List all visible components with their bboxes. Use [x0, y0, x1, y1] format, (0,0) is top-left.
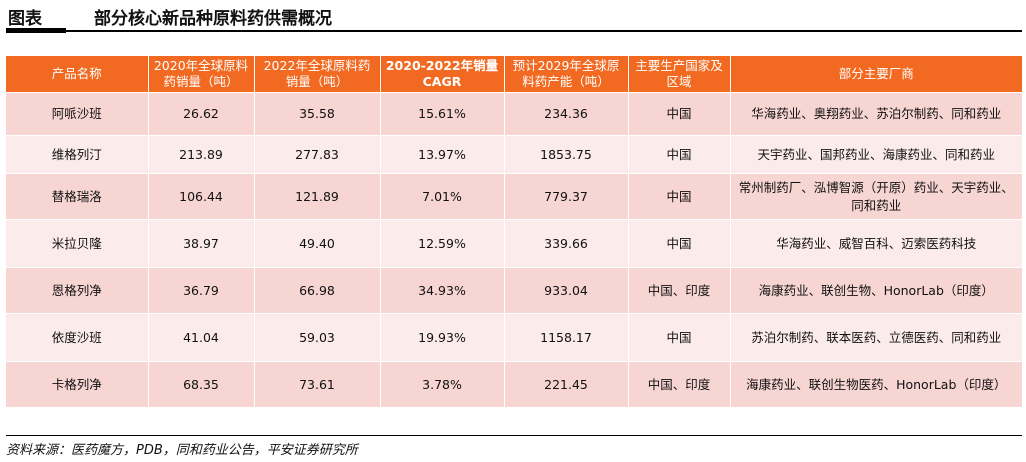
- column-header: 2020年全球原料药销量（吨）: [148, 56, 255, 93]
- product-name-cell: 阿哌沙班: [6, 92, 149, 136]
- table-row: 阿哌沙班 26.62 35.58 15.61% 234.36 中国 华海药业、奥…: [6, 92, 1022, 136]
- figure-label: 图表: [8, 9, 42, 29]
- sales-2022-cell: 121.89: [254, 173, 381, 220]
- capacity-2029-cell: 1853.75: [504, 135, 629, 174]
- column-header: 部分主要厂商: [730, 56, 1022, 93]
- manufacturers-cell: 苏泊尔制药、联本医药、立德医药、同和药业: [730, 313, 1022, 362]
- sales-2020-cell: 213.89: [148, 135, 255, 174]
- cagr-cell: 3.78%: [380, 361, 505, 407]
- cagr-cell: 19.93%: [380, 313, 505, 362]
- table-row: 依度沙班 41.04 59.03 19.93% 1158.17 中国 苏泊尔制药…: [6, 313, 1022, 362]
- product-name-cell: 卡格列净: [6, 361, 149, 407]
- manufacturers-cell: 天宇药业、国邦药业、海康药业、同和药业: [730, 135, 1022, 174]
- sales-2022-cell: 277.83: [254, 135, 381, 174]
- manufacturers-cell: 常州制药厂、泓博智源（开原）药业、天宇药业、同和药业: [730, 173, 1022, 220]
- sales-2022-cell: 35.58: [254, 92, 381, 136]
- product-name-cell: 维格列汀: [6, 135, 149, 174]
- report-title-bar: 图表 部分核心新品种原料药供需概况: [6, 3, 1022, 29]
- sales-2020-cell: 26.62: [148, 92, 255, 136]
- capacity-2029-cell: 779.37: [504, 173, 629, 220]
- region-cell: 中国、印度: [628, 267, 731, 314]
- cagr-cell: 13.97%: [380, 135, 505, 174]
- manufacturers-cell: 海康药业、联创生物医药、HonorLab（印度）: [730, 361, 1022, 407]
- table-row: 卡格列净 68.35 73.61 3.78% 221.45 中国、印度 海康药业…: [6, 361, 1022, 407]
- column-header: 产品名称: [6, 56, 149, 93]
- table-row: 替格瑞洛 106.44 121.89 7.01% 779.37 中国 常州制药厂…: [6, 173, 1022, 220]
- region-cell: 中国: [628, 219, 731, 268]
- cagr-cell: 12.59%: [380, 219, 505, 268]
- manufacturers-cell: 华海药业、威智百科、迈索医药科技: [730, 219, 1022, 268]
- table-header-row: 产品名称 2020年全球原料药销量（吨） 2022年全球原料药销量（吨） 202…: [6, 56, 1022, 93]
- column-header: 2022年全球原料药销量（吨）: [254, 56, 381, 93]
- sales-2022-cell: 66.98: [254, 267, 381, 314]
- product-name-cell: 恩格列净: [6, 267, 149, 314]
- sales-2022-cell: 73.61: [254, 361, 381, 407]
- manufacturers-cell: 海康药业、联创生物、HonorLab（印度）: [730, 267, 1022, 314]
- table-row: 维格列汀 213.89 277.83 13.97% 1853.75 中国 天宇药…: [6, 135, 1022, 174]
- sales-2020-cell: 106.44: [148, 173, 255, 220]
- column-header: 2020-2022年销量CAGR: [380, 56, 505, 93]
- product-name-cell: 替格瑞洛: [6, 173, 149, 220]
- source-note: 资料来源：医药魔方，PDB，同和药业公告，平安证券研究所: [6, 443, 358, 458]
- title-divider: [6, 30, 1022, 32]
- footer-divider: [6, 435, 1022, 436]
- table-row: 米拉贝隆 38.97 49.40 12.59% 339.66 中国 华海药业、威…: [6, 219, 1022, 268]
- column-header: 主要生产国家及区域: [628, 56, 731, 93]
- sales-2022-cell: 59.03: [254, 313, 381, 362]
- capacity-2029-cell: 933.04: [504, 267, 629, 314]
- supply-demand-table: 产品名称 2020年全球原料药销量（吨） 2022年全球原料药销量（吨） 202…: [6, 56, 1022, 407]
- page-title: 部分核心新品种原料药供需概况: [94, 9, 332, 29]
- sales-2020-cell: 36.79: [148, 267, 255, 314]
- cagr-cell: 7.01%: [380, 173, 505, 220]
- column-header: 预计2029年全球原料药产能（吨）: [504, 56, 629, 93]
- capacity-2029-cell: 1158.17: [504, 313, 629, 362]
- product-name-cell: 依度沙班: [6, 313, 149, 362]
- sales-2020-cell: 68.35: [148, 361, 255, 407]
- region-cell: 中国: [628, 173, 731, 220]
- sales-2020-cell: 38.97: [148, 219, 255, 268]
- product-name-cell: 米拉贝隆: [6, 219, 149, 268]
- capacity-2029-cell: 234.36: [504, 92, 629, 136]
- title-divider-accent: [6, 28, 66, 33]
- table-row: 恩格列净 36.79 66.98 34.93% 933.04 中国、印度 海康药…: [6, 267, 1022, 314]
- region-cell: 中国: [628, 135, 731, 174]
- sales-2022-cell: 49.40: [254, 219, 381, 268]
- region-cell: 中国、印度: [628, 361, 731, 407]
- sales-2020-cell: 41.04: [148, 313, 255, 362]
- manufacturers-cell: 华海药业、奥翔药业、苏泊尔制药、同和药业: [730, 92, 1022, 136]
- region-cell: 中国: [628, 92, 731, 136]
- capacity-2029-cell: 339.66: [504, 219, 629, 268]
- cagr-cell: 34.93%: [380, 267, 505, 314]
- region-cell: 中国: [628, 313, 731, 362]
- cagr-cell: 15.61%: [380, 92, 505, 136]
- capacity-2029-cell: 221.45: [504, 361, 629, 407]
